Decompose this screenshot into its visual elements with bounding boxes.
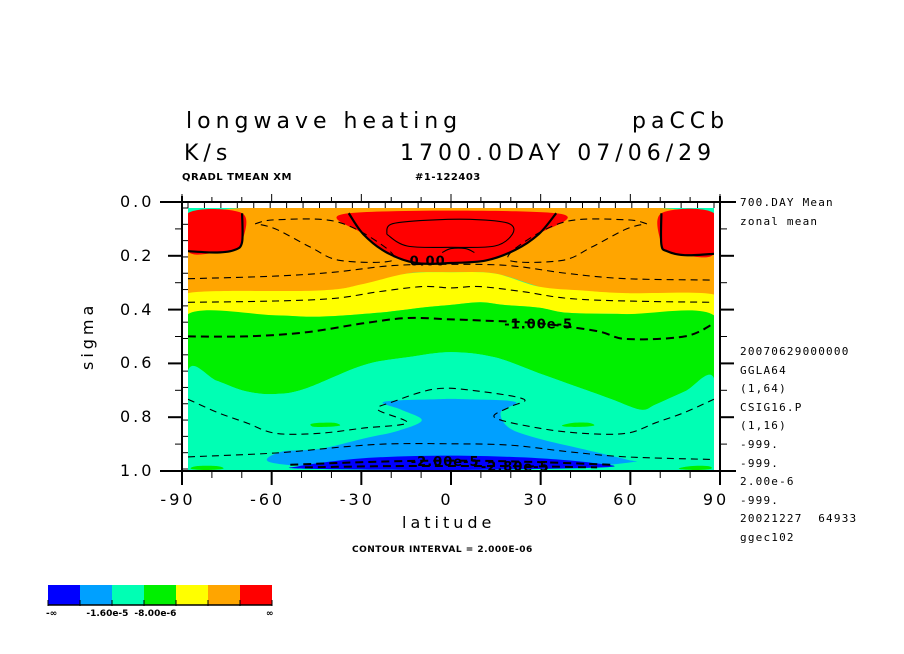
contour-line (188, 285, 714, 303)
units-label: K/s (184, 141, 233, 166)
contour-lines (188, 212, 714, 469)
colorbar (47, 585, 273, 606)
x-tick-label: -30 (339, 490, 375, 509)
x-tick-label: -90 (160, 490, 196, 509)
region-green-blob-np (678, 465, 712, 470)
y-tick-label: 0.0 (120, 192, 155, 211)
side-info-line: CSIG16.P (740, 400, 803, 414)
side-info-line: 2.00e-6 (740, 475, 795, 489)
contour-line (290, 459, 612, 466)
colorbar-label: ∞ (266, 609, 274, 619)
contour-label: -2.00e-5 (411, 455, 480, 470)
contour-label: 0.00 (410, 254, 446, 269)
side-info-line: ggec102 (740, 531, 795, 544)
region-light-blue (266, 398, 637, 468)
plot-axes (160, 194, 736, 485)
x-tick-label: 60 (613, 490, 640, 509)
colorbar-swatch (240, 585, 272, 605)
chart-title: longwave heating (186, 109, 463, 134)
x-tick-label: 30 (523, 490, 550, 509)
variable-desc: QRADL TMEAN XM (182, 172, 292, 183)
x-axis-label: latitude (402, 513, 496, 532)
contour-line (188, 387, 714, 435)
side-info-zonal: zonal mean (740, 215, 819, 228)
region-green-blob-north (561, 422, 595, 427)
side-info-line: -999. (740, 438, 780, 451)
colorbar-swatch (176, 585, 208, 605)
contour-line (255, 218, 395, 263)
contour-line (507, 218, 647, 263)
side-info-line: -999. (740, 493, 780, 507)
run-id: paCCb (632, 109, 730, 134)
region-yellow (188, 271, 714, 317)
side-info-line: -999. (740, 456, 780, 470)
x-tick-label: 0 (440, 490, 454, 509)
contour-line (304, 464, 598, 469)
colorbar-swatch (112, 585, 144, 605)
y-tick-label: 0.2 (120, 245, 155, 265)
contour-line (441, 247, 475, 254)
contour-interval: CONTOUR INTERVAL = 2.000E-06 (352, 545, 533, 555)
contour-line (188, 316, 714, 341)
region-red-polar-north (657, 208, 714, 258)
case-id: #1-122403 (415, 172, 481, 183)
region-cyan-green (188, 352, 714, 470)
contour-label: -2.80e-5 (481, 460, 550, 475)
y-tick-label: 0.6 (120, 353, 155, 373)
side-info-mean: 700.DAY Mean (740, 196, 834, 209)
colorbar-label: -1.60e-5 (86, 609, 129, 619)
colorbar-swatch (80, 585, 112, 605)
contour-label: -1.00e-5 (504, 317, 573, 332)
y-tick-label: 0.4 (120, 299, 155, 319)
contour-line (188, 263, 714, 281)
colorbar-label: -8.00e-6 (134, 609, 177, 619)
colorbar-swatch (208, 585, 240, 605)
side-info-line: GGLA64 (740, 363, 787, 377)
colorbar-swatch (48, 585, 80, 605)
filled-regions (188, 208, 714, 470)
y-tick-label: 1.0 (120, 461, 155, 480)
side-info-line: (1,64) (740, 382, 787, 396)
region-green-blob-south (310, 422, 341, 428)
side-info-line: 20070629000000 (740, 345, 850, 358)
x-tick-label: -60 (250, 490, 286, 509)
region-red-polar-south (188, 209, 247, 255)
colorbar-label: -∞ (46, 609, 58, 619)
side-info-line: (1,16) (740, 419, 787, 433)
contour-line (188, 443, 714, 461)
y-tick-label: 0.8 (120, 407, 155, 427)
x-tick-label: 90 (702, 490, 730, 509)
contour-line (347, 212, 558, 266)
region-green-blob-sp (190, 465, 224, 470)
contour-line (386, 218, 515, 249)
side-info-line: 20021227 64933 (740, 512, 858, 526)
contour-line (659, 213, 714, 257)
colorbar-swatch (144, 585, 176, 605)
contour-line (188, 213, 244, 254)
time-label: 1700.0DAY 07/06/29 (400, 141, 717, 166)
